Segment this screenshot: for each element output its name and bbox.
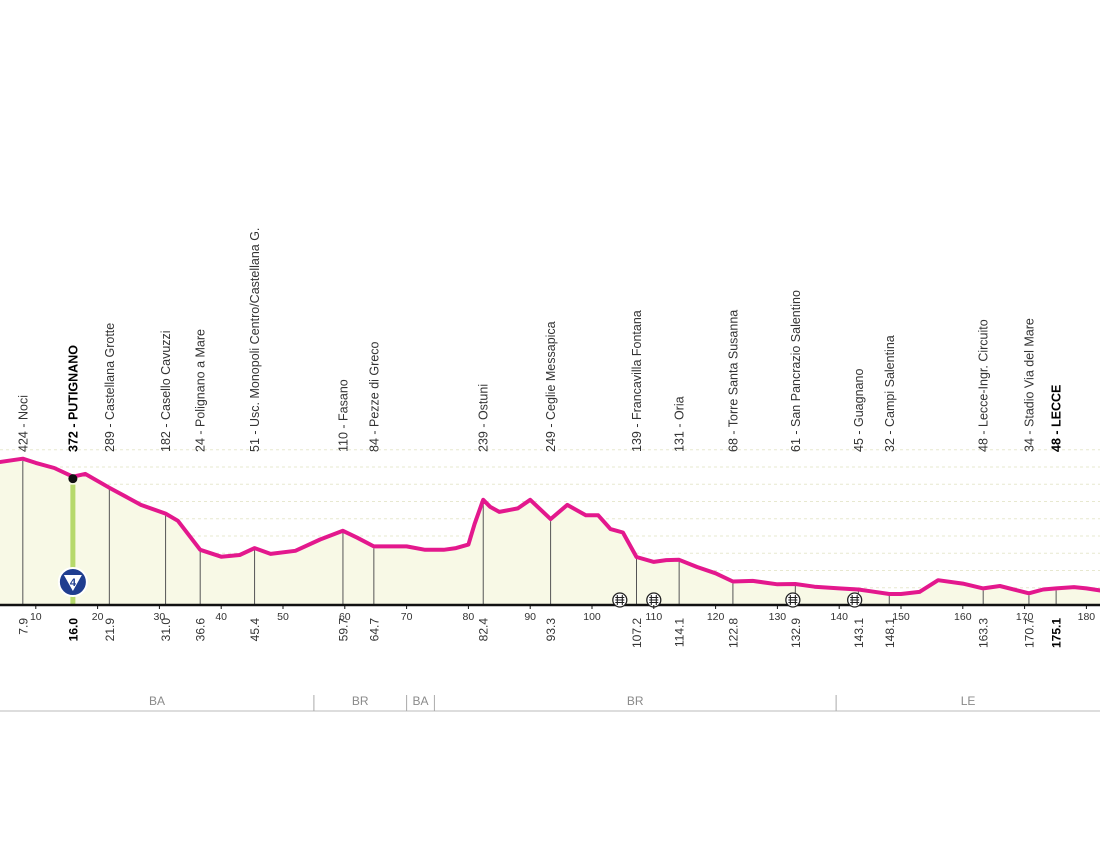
waypoint-label: 239 - Ostuni (477, 384, 491, 452)
distance-tick-label: 30 (154, 611, 166, 623)
distance-tick-label: 90 (524, 611, 536, 623)
province-label: BR (352, 694, 369, 708)
province-label: BA (149, 694, 165, 708)
distance-tick-label: 100 (583, 611, 601, 623)
waypoint-distance: 93.3 (544, 618, 558, 642)
waypoint-label: 289 - Castellana Grotte (103, 323, 117, 452)
distance-tick-label: 180 (1078, 611, 1096, 623)
waypoint-label: 139 - Francavilla Fontana (630, 310, 644, 452)
elevation-line (0, 456, 1100, 596)
waypoint-label: 249 - Ceglie Messapica (544, 321, 558, 452)
waypoint-label: 51 - Usc. Monopoli Centro/Castellana G. (248, 228, 262, 452)
distance-tick-label: 60 (339, 611, 351, 623)
distance-tick-label: 120 (707, 611, 725, 623)
distance-ticks: 10 20 30 40 50 60 70 80 90 100 110 120 130 140 150 160 1… (30, 605, 1095, 623)
waypoint-label: 110 - Fasano (336, 379, 350, 452)
railway-crossing-icon (847, 592, 863, 608)
waypoint-distance: 114.1 (673, 618, 687, 647)
waypoint-distance: 7.9 (16, 618, 30, 635)
distance-tick-label: 170 (1016, 611, 1034, 623)
waypoint-label: 45 - Guagnano (852, 369, 866, 452)
waypoint-distance: 59.7 (336, 618, 350, 642)
climb-badge-triangle (63, 575, 82, 591)
distance-tick-label: 50 (277, 611, 289, 623)
railway-crossing-icon (646, 592, 662, 608)
climb-summit-marker (68, 474, 78, 484)
railway-crossing-icon (612, 592, 628, 608)
province-label: BA (412, 694, 428, 708)
waypoint-label: 131 - Oria (673, 396, 687, 452)
railway-crossings (612, 592, 863, 608)
waypoint-distance: 132.9 (789, 618, 803, 648)
distance-tick-label: 20 (92, 611, 104, 623)
waypoint-label: 424 - Noci (16, 395, 30, 452)
waypoint-distance: 16.0 (66, 618, 80, 642)
waypoint-distance: 107.2 (630, 618, 644, 648)
waypoint-label: 48 - Lecce-Ingr. Circuito (977, 319, 991, 452)
waypoint-label: 24 - Polignano a Mare (194, 329, 208, 452)
waypoint-label: 34 - Stadio Via del Mare (1022, 318, 1036, 452)
waypoint-distance: 31.0 (159, 618, 173, 642)
waypoint-distance: 45.4 (248, 618, 262, 642)
distance-tick-label: 130 (769, 611, 787, 623)
climb-category-icon: 4 (57, 567, 88, 597)
distance-tick-label: 150 (892, 611, 910, 623)
distance-tick-label: 160 (954, 611, 972, 623)
distance-tick-label: 80 (463, 611, 475, 623)
province-label: BR (627, 694, 644, 708)
waypoint-distance: 170.7 (1022, 618, 1036, 648)
waypoint-label: 32 - Campi Salentina (883, 335, 897, 452)
railway-crossing-icon (785, 592, 801, 608)
province-label: LE (961, 694, 976, 708)
waypoint-labels: 424 - Noci 372 - PUTIGNANO 289 - Castellan… (16, 228, 1063, 452)
distance-tick-label: 10 (30, 611, 42, 623)
waypoint-distance: 163.3 (977, 618, 991, 648)
waypoint-distances: 7.9 16.0 21.9 31.0 36.6 45.4 59.7 64.7 82.4 93.3 1… (16, 618, 1063, 648)
waypoint-label: 84 - Pezze di Greco (367, 341, 381, 452)
waypoint-distance: 175.1 (1050, 618, 1064, 648)
elevation-area (0, 458, 1100, 605)
waypoint-distance: 148.1 (883, 618, 897, 648)
waypoint-label: 372 - PUTIGNANO (66, 345, 80, 452)
distance-tick-label: 70 (401, 611, 413, 623)
waypoint-distance: 36.6 (194, 618, 208, 642)
waypoint-distance: 82.4 (477, 618, 491, 642)
waypoint-distance: 143.1 (852, 618, 866, 648)
distance-tick-label: 140 (830, 611, 848, 623)
climb-highlight-bar (70, 484, 76, 605)
waypoint-label: 61 - San Pancrazio Salentino (789, 290, 803, 452)
distance-tick-label: 40 (215, 611, 227, 623)
distance-tick-label: 110 (645, 611, 662, 623)
waypoint-label: 48 - LECCE (1050, 385, 1064, 452)
waypoint-label: 182 - Casello Cavuzzi (159, 330, 173, 452)
climb-category-label: 4 (70, 577, 77, 589)
waypoint-distance: 64.7 (367, 618, 381, 642)
waypoint-distance: 21.9 (103, 618, 117, 642)
waypoint-distance: 122.8 (726, 618, 740, 648)
province-band: BA BR BA BR LE (0, 694, 1100, 712)
waypoint-label: 68 - Torre Santa Susanna (726, 310, 740, 452)
